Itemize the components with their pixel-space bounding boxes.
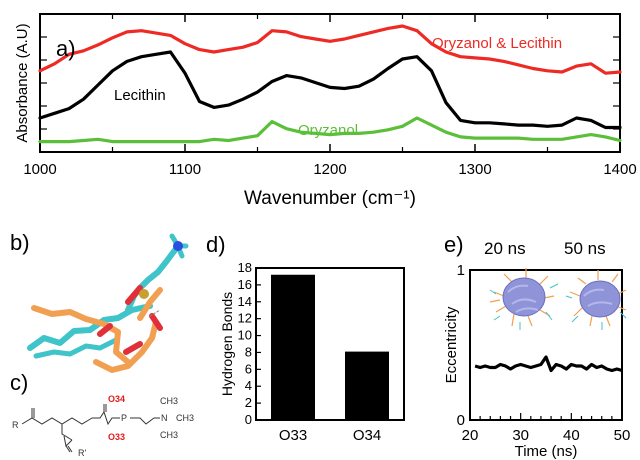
panel-a-x-tick-labels: 1000 1100 1200 1300 1400 (23, 161, 636, 178)
panel-a-x-tick-label: 1300 (458, 161, 491, 178)
series-label-oryzanol-lecithin: Oryzanol & Lecithin (432, 35, 562, 52)
panel-c: c) R R' P O34 O33 N CH3 CH3 CH3 (10, 370, 194, 458)
panel-e-x-axis-label: Time (ns) (515, 443, 578, 460)
lecithin-structure-formula (22, 404, 160, 452)
panel-d-y-tick-label: 4 (245, 378, 252, 393)
panel-a-y-axis-label: Absorbance (A.U) (14, 23, 31, 142)
panel-d-y-tick-label: 16 (238, 277, 252, 292)
panel-a-x-tick-label: 1200 (313, 161, 346, 178)
panel-a-label: a) (56, 36, 76, 61)
panel-d-y-tick-labels: 0 2 4 6 810 12 14 16 18 (238, 260, 252, 427)
panel-d: d) 0 2 4 6 810 12 14 16 18 O33 O34 Hydrogen Bonds (206, 232, 404, 444)
panel-e-x-tick-label: 20 (462, 427, 479, 444)
panel-a-x-tick-label: 1100 (169, 161, 201, 178)
series-label-oryzanol: Oryzanol (298, 122, 358, 139)
panel-d-y-tick-label: 2 (245, 395, 252, 410)
structure-n: N (161, 413, 168, 423)
panel-d-y-tick-label: 6 (245, 361, 252, 376)
panel-e-x-tick-label: 30 (512, 427, 529, 444)
panel-d-y-tick-label: 12 (238, 311, 252, 326)
panel-a-x-axis-label: Wavenumber (cm⁻¹) (244, 188, 416, 209)
panel-e-label: e) (444, 232, 464, 257)
panel-c-label: c) (10, 370, 28, 395)
structure-r2: R' (78, 448, 86, 458)
bar-o33 (271, 275, 315, 420)
series-eccentricity (475, 357, 622, 371)
panel-d-category-labels: O33 O34 (279, 427, 381, 444)
panel-e-y-tick-label: 1 (457, 262, 465, 279)
structure-ch3-right: CH3 (176, 413, 194, 423)
series-label-lecithin: Lecithin (114, 87, 166, 104)
panel-e-x-tick-label: 50 (614, 427, 631, 444)
structure-o33: O33 (108, 432, 125, 442)
panel-d-label: d) (206, 232, 226, 257)
annotation-50ns: 50 ns (564, 239, 606, 258)
structure-o34: O34 (108, 394, 125, 404)
panel-d-y-tick-label: 18 (238, 260, 252, 275)
panel-a: 1000 1100 1200 1300 1400 a) Oryzanol & Lecit… (14, 14, 637, 209)
panel-b: b) (10, 230, 186, 370)
panel-d-y-tick-label: 10 (238, 328, 252, 343)
structure-r1: R (12, 420, 19, 430)
panel-e-y-tick-label: 0 (457, 412, 465, 429)
panel-d-y-tick-label: 8 (245, 344, 252, 359)
bar-o34 (345, 352, 389, 420)
panel-d-category-label: O34 (353, 427, 381, 444)
annotation-20ns: 20 ns (484, 239, 526, 258)
structure-p: P (121, 413, 127, 423)
panel-e-x-tick-label: 40 (563, 427, 580, 444)
panel-a-x-tick-label: 1400 (603, 161, 636, 178)
panel-e-series (475, 357, 622, 371)
panel-d-y-axis-label: Hydrogen Bonds (219, 292, 235, 396)
structure-ch3-top: CH3 (160, 396, 178, 406)
panel-b-label: b) (10, 230, 30, 255)
panel-e-y-axis-label: Eccentricity (443, 306, 460, 383)
panel-d-y-tick-label: 0 (245, 412, 252, 427)
lecithin-molecule-render (30, 236, 186, 370)
panel-d-bars (271, 275, 389, 420)
structure-ch3-bottom: CH3 (160, 430, 178, 440)
panel-a-x-tick-label: 1000 (23, 161, 56, 178)
panel-e: e) 20 30 40 50 0 1 20 ns 50 ns (443, 232, 630, 460)
micelle-snapshot-20ns (490, 268, 558, 330)
panel-d-y-tick-label: 14 (238, 294, 252, 309)
micelle-snapshot-50ns (566, 270, 626, 330)
panel-d-category-label: O33 (279, 427, 307, 444)
